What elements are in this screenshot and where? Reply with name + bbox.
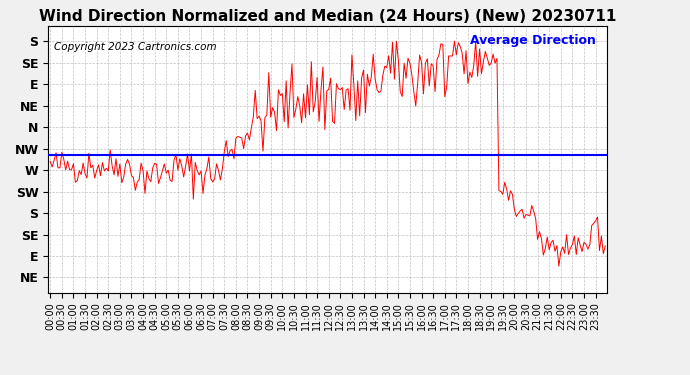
Text: Average Direction: Average Direction xyxy=(470,34,596,47)
Title: Wind Direction Normalized and Median (24 Hours) (New) 20230711: Wind Direction Normalized and Median (24… xyxy=(39,9,616,24)
Text: Copyright 2023 Cartronics.com: Copyright 2023 Cartronics.com xyxy=(54,42,217,52)
